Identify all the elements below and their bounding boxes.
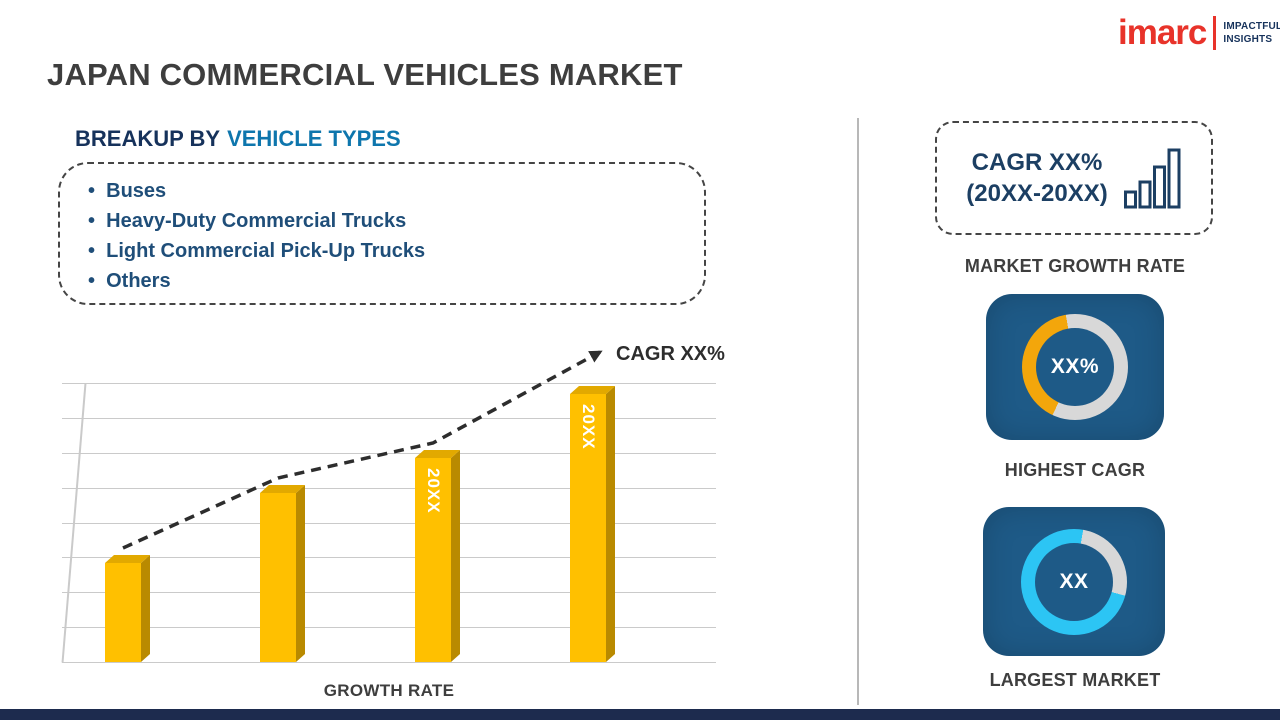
vertical-divider <box>857 118 859 705</box>
bar-plot: 20XX 20XX <box>60 335 760 700</box>
breakup-heading-highlight: VEHICLE TYPES <box>227 126 401 151</box>
highest-cagr-donut: XX% <box>1022 314 1128 420</box>
logo-tagline-line2: INSIGHTS <box>1223 34 1273 45</box>
trend-arrow <box>122 350 603 550</box>
x-axis-label: GROWTH RATE <box>323 681 455 700</box>
vehicle-type-item: Heavy-Duty Commercial Trucks <box>88 206 684 236</box>
bar-1-side <box>141 555 150 662</box>
growth-bar-chart: 20XX 20XX CAGR XX% GROWTH RATE <box>60 335 760 700</box>
vehicle-type-item: Light Commercial Pick-Up Trucks <box>88 236 684 266</box>
gridline <box>62 452 716 454</box>
bar-2-face <box>260 493 296 662</box>
cagr-summary-line2: (20XX-20XX) <box>966 180 1108 207</box>
bar-1-face <box>105 563 141 662</box>
imarc-wordmark: imarc <box>1118 13 1207 53</box>
gridline <box>62 662 716 663</box>
cagr-summary-line1: CAGR XX% <box>971 148 1103 176</box>
highest-cagr-value: XX% <box>1036 328 1114 406</box>
gridline <box>62 557 716 559</box>
largest-market-label: LARGEST MARKET <box>989 670 1161 690</box>
gridline <box>62 487 716 489</box>
bar-4-label: 20XX <box>579 404 598 450</box>
bar-3-side <box>451 450 460 662</box>
vehicle-types-box: Buses Heavy-Duty Commercial Trucks Light… <box>58 162 706 305</box>
bar-2-side <box>296 485 305 662</box>
logo-tagline: IMPACTFUL INSIGHTS <box>1223 20 1280 46</box>
gridline <box>62 383 716 384</box>
largest-market-donut: XX <box>1021 528 1127 635</box>
bar-4-face: 20XX <box>570 394 606 662</box>
logo-tagline-line1: IMPACTFUL <box>1223 21 1280 32</box>
breakup-heading: BREAKUP BY VEHICLE TYPES <box>75 126 401 152</box>
cagr-summary-box: CAGR XX% (20XX-20XX) <box>935 121 1213 235</box>
page-title: JAPAN COMMERCIAL VEHICLES MARKET <box>47 57 683 92</box>
imarc-logo: imarc IMPACTFUL INSIGHTS <box>1118 16 1280 50</box>
gridline <box>62 417 716 419</box>
cagr-annotation: CAGR XX% <box>616 343 725 365</box>
bar-1-cap <box>105 555 150 563</box>
highest-cagr-label: HIGHEST CAGR <box>1004 460 1146 480</box>
largest-market-value: XX <box>1035 542 1113 621</box>
bar-4-side <box>606 386 615 662</box>
breakup-heading-prefix: BREAKUP BY <box>75 126 221 151</box>
highest-cagr-tile: XX% <box>986 294 1164 440</box>
market-growth-rate-label: MARKET GROWTH RATE <box>964 256 1186 276</box>
largest-market-tile: XX <box>983 507 1165 656</box>
logo-divider <box>1213 16 1217 50</box>
vehicle-types-list: Buses Heavy-Duty Commercial Trucks Light… <box>88 176 684 296</box>
bar-3-face: 20XX <box>415 458 451 662</box>
bar-chart-icon <box>1123 148 1181 209</box>
footer-bar <box>0 709 1280 720</box>
vehicle-type-item: Buses <box>88 176 684 206</box>
cagr-summary-text: CAGR XX% (20XX-20XX) <box>966 147 1107 209</box>
bar-3-label: 20XX <box>424 468 443 514</box>
gridline <box>62 522 716 524</box>
vehicle-type-item: Others <box>88 266 684 296</box>
gridline <box>62 627 716 629</box>
gridline <box>62 592 716 594</box>
